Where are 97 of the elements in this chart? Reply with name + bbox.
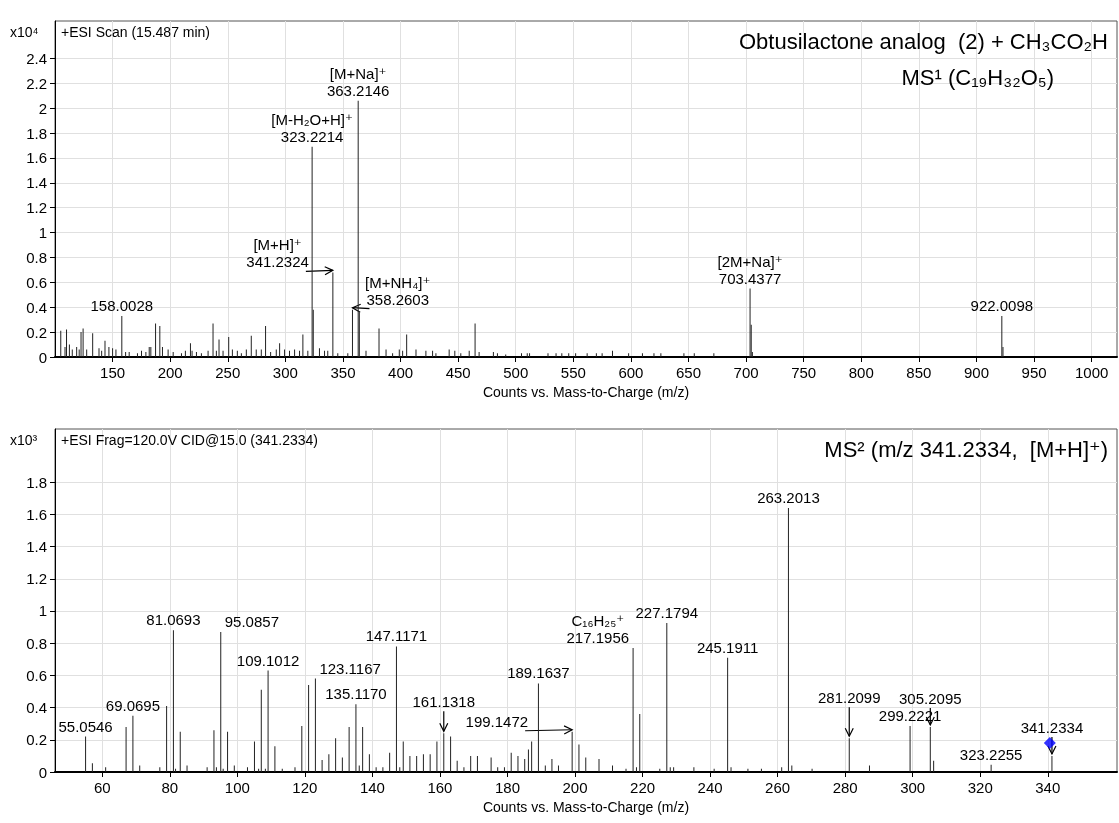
y-tick-label: 0.6 [26,666,47,684]
y-tick-label: 0 [38,348,47,366]
annotation: 263.2013 [757,488,820,506]
y-tick-label: 1.6 [26,505,47,523]
y-axis-title: x10⁴ [10,24,39,40]
x-tick-label: 200 [157,364,183,381]
x-tick-label: 320 [967,779,993,796]
y-axis-title: x10³ [10,432,38,448]
x-tick-label: 280 [832,779,858,796]
x-tick-label: 150 [100,364,126,381]
x-tick-label: 600 [618,364,644,381]
annotation: 305.2095 [899,689,962,707]
x-tick-label: 500 [503,364,529,381]
y-tick-label: 0 [38,763,47,781]
annotation: 109.1012 [236,651,300,669]
annotation: +ESI Frag=120.0V CID@15.0 (341.2334) [61,432,319,448]
x-tick-label: 350 [330,364,356,381]
annotation: 341.2324 [246,253,309,271]
annotation: 199.1472 [465,712,529,730]
annotation: 227.1794 [635,604,699,622]
x-tick-label: 140 [359,779,385,796]
x-tick-label: 700 [733,364,759,381]
y-tick-label: 2.4 [26,49,47,67]
annotation: [M+Na]⁺ [329,64,387,82]
annotation: 363.2146 [326,81,390,99]
x-tick-label: 200 [562,779,588,796]
y-tick-label: 1 [38,224,47,242]
x-tick-label: 300 [272,364,298,381]
annotation: [M-H₂O+H]⁺ [271,110,353,128]
x-tick-label: 900 [963,364,989,381]
annotation: 147.1171 [365,627,428,645]
annotation: C₁₆H₂₅⁺ [571,612,625,629]
annotation: [2M+Na]⁺ [717,252,783,270]
annotation: 703.4377 [718,269,782,287]
chart-title: MS² (m/z 341.2334, [M+H]⁺) [824,436,1108,462]
y-tick-label: 1.8 [26,124,47,142]
x-axis-title: Counts vs. Mass-to-Charge (m/z) [482,799,690,815]
y-tick-label: 1.2 [26,199,47,217]
y-tick-label: 0.6 [26,273,47,291]
annotation: 217.1956 [566,629,630,646]
annotation: 123.1167 [319,659,381,677]
x-tick-label: 160 [427,779,453,796]
y-tick-label: 1 [38,602,47,620]
x-tick-label: 100 [224,779,250,796]
annotation: 323.2255 [959,745,1023,763]
x-tick-label: 250 [215,364,241,381]
x-tick-label: 240 [697,779,723,796]
x-tick-label: 750 [791,364,817,381]
annotation: 358.2603 [366,290,430,308]
y-tick-label: 1.4 [26,538,47,556]
x-tick-label: 180 [494,779,521,796]
x-tick-label: 120 [292,779,318,796]
annotation: [M+H]⁺ [253,236,302,254]
x-tick-label: 550 [560,364,586,381]
annotation: 135.1170 [325,685,387,703]
annotation: 281.2099 [817,689,881,707]
y-tick-label: 0.8 [26,634,47,652]
text: MS¹ (C₁₉H₃₂O₅) [901,64,1055,90]
annotation: 55.0546 [58,717,113,735]
x-tick-label: 650 [676,364,702,381]
y-tick-label: 1.4 [26,174,47,192]
y-tick-label: 0.8 [26,248,47,266]
chart-title: Obtusilactone analog (2) + CH₃CO₂H [738,28,1109,54]
annotation: [M+NH₄]⁺ [365,273,431,291]
x-tick-label: 80 [161,779,179,796]
y-tick-label: 0.4 [26,699,47,717]
y-tick-label: 0.2 [26,323,47,341]
annotation: 323.2214 [280,127,344,145]
annotation: 69.0695 [105,696,161,714]
x-tick-label: 260 [765,779,791,796]
annotation: 158.0028 [90,296,154,314]
x-tick-label: 220 [630,779,656,796]
x-tick-label: 340 [1035,779,1061,796]
x-tick-label: 950 [1021,364,1047,381]
annotation: 81.0693 [146,611,201,629]
x-tick-label: 400 [388,364,414,381]
y-tick-label: 0.2 [26,731,47,749]
y-tick-label: 2 [38,99,47,117]
y-tick-label: 1.2 [26,570,47,588]
x-tick-label: 800 [848,364,874,381]
x-tick-label: 300 [900,779,926,796]
annotation: 922.0098 [970,296,1034,314]
y-tick-label: 1.8 [26,473,47,491]
annotation: 189.1637 [507,664,570,682]
annotation: 245.1911 [696,638,759,656]
x-tick-label: 850 [906,364,932,381]
y-tick-label: 2.2 [26,74,47,92]
x-tick-label: 450 [445,364,471,381]
annotation: 95.0857 [224,612,279,630]
annotation: 161.1318 [412,693,476,711]
y-tick-label: 0.4 [26,298,47,316]
annotation: 341.2334 [1020,718,1084,736]
annotation: +ESI Scan (15.487 min) [61,24,211,40]
x-tick-label: 60 [93,779,111,796]
y-tick-label: 1.6 [26,149,47,167]
x-tick-label: 1000 [1074,364,1109,381]
x-axis-title: Counts vs. Mass-to-Charge (m/z) [482,384,690,400]
